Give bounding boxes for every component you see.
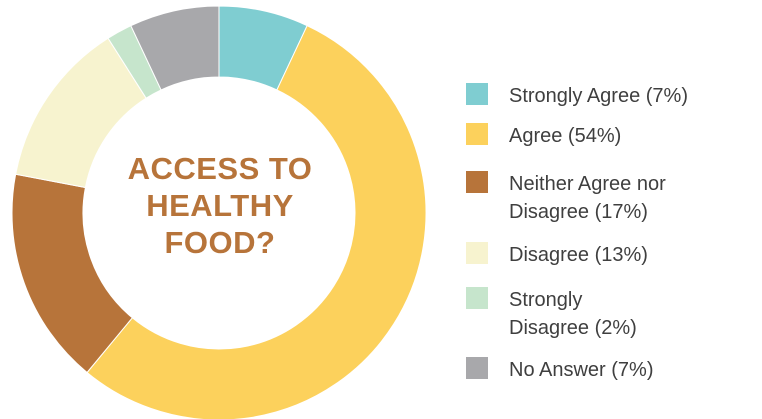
legend-item-strongly-disagree: Strongly Disagree (2%) bbox=[466, 286, 759, 342]
legend-item-no-answer: No Answer (7%) bbox=[466, 356, 759, 384]
legend-swatch bbox=[466, 287, 488, 309]
chart-title-line-1: ACCESS TO bbox=[127, 151, 313, 186]
legend-swatch bbox=[466, 171, 488, 193]
legend-item-agree: Agree (54%) bbox=[466, 122, 759, 150]
legend-label: Strongly Disagree (2%) bbox=[509, 289, 637, 339]
legend-swatch bbox=[466, 123, 488, 145]
legend-swatch bbox=[466, 357, 488, 379]
legend-item-strongly-agree: Strongly Agree (7%) bbox=[466, 82, 759, 110]
legend-label: Neither Agree nor Disagree (17%) bbox=[509, 173, 666, 223]
slice-no-answer bbox=[130, 5, 220, 91]
chart-title: ACCESS TO HEALTHY FOOD? bbox=[110, 150, 330, 261]
slice-agree bbox=[86, 25, 427, 419]
legend-label: Disagree (13%) bbox=[509, 244, 648, 266]
legend-item-disagree: Disagree (13%) bbox=[466, 241, 759, 269]
legend-swatch bbox=[466, 242, 488, 264]
chart-title-line-3: FOOD? bbox=[164, 225, 276, 260]
legend-item-neither: Neither Agree nor Disagree (17%) bbox=[466, 170, 759, 226]
legend-label: No Answer (7%) bbox=[509, 359, 654, 381]
legend-label: Agree (54%) bbox=[509, 125, 622, 147]
chart-title-line-2: HEALTHY bbox=[146, 188, 294, 223]
donut-chart bbox=[11, 5, 427, 419]
legend-label: Strongly Agree (7%) bbox=[509, 85, 688, 107]
legend-swatch bbox=[466, 83, 488, 105]
